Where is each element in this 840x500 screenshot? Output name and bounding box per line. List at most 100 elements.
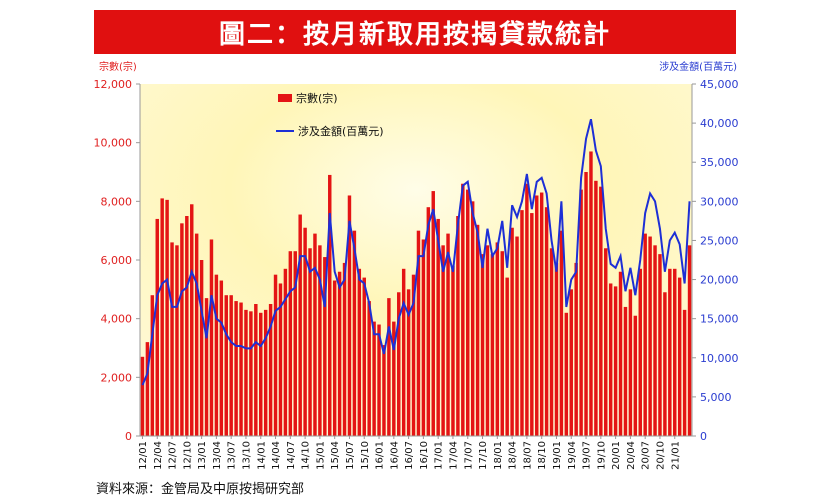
bar	[239, 302, 243, 436]
x-tick-label: 20/07	[641, 441, 652, 470]
bar	[249, 311, 253, 436]
bar	[426, 207, 431, 436]
x-tick-label: 20/10	[655, 441, 666, 470]
bar	[599, 186, 603, 436]
bar	[608, 283, 613, 436]
bar	[377, 324, 381, 436]
x-tick-label: 15/10	[360, 441, 371, 470]
bar	[140, 356, 145, 436]
bar	[185, 216, 189, 436]
x-tick-label: 12/10	[182, 441, 193, 470]
right-tick-label: 20,000	[700, 274, 739, 287]
right-axis-unit: 涉及金額(百萬元)	[659, 60, 737, 73]
left-tick-label: 8,000	[101, 195, 133, 208]
bar	[288, 251, 293, 436]
x-tick-label: 18/01	[493, 441, 504, 470]
x-tick-label: 12/04	[153, 441, 164, 470]
x-tick-label: 16/07	[404, 441, 415, 470]
bar	[648, 236, 652, 436]
bar	[332, 280, 337, 436]
x-tick-label: 16/01	[375, 441, 386, 470]
x-tick-label: 15/01	[315, 441, 326, 470]
source-note: 資料來源：金管局及中原按揭研究部	[96, 482, 305, 497]
bar	[421, 239, 426, 436]
right-tick-label: 0	[700, 430, 707, 443]
x-tick-label: 13/01	[197, 441, 208, 470]
bar	[323, 257, 327, 436]
bar	[273, 274, 278, 436]
bar	[515, 236, 519, 436]
bar	[668, 268, 672, 436]
bar	[165, 199, 169, 436]
bar	[574, 262, 578, 436]
bar	[618, 271, 623, 436]
bar	[362, 277, 366, 436]
x-tick-label: 17/01	[434, 441, 445, 470]
bar	[416, 230, 421, 436]
bar	[263, 309, 268, 436]
left-tick-label: 6,000	[101, 254, 133, 267]
x-tick-label: 16/04	[389, 441, 400, 470]
bar	[254, 304, 258, 436]
bar	[673, 268, 677, 436]
bar	[411, 274, 416, 436]
chart-title: 圖二：按月新取用按揭貸款統計	[218, 19, 611, 50]
bar	[283, 268, 288, 436]
bar	[234, 301, 238, 436]
bar	[510, 227, 514, 436]
x-tick-label: 12/07	[168, 441, 179, 470]
left-tick-label: 2,000	[101, 371, 133, 384]
bar	[155, 218, 159, 436]
bar	[209, 239, 214, 436]
x-tick-label: 14/07	[286, 441, 297, 470]
bar	[500, 251, 504, 436]
x-tick-label: 13/07	[227, 441, 238, 470]
bar	[229, 295, 233, 436]
bar	[382, 345, 386, 436]
x-tick-label: 20/01	[611, 441, 622, 470]
x-tick-label: 15/04	[330, 441, 341, 470]
bar	[663, 292, 667, 436]
chart-title-bar: 圖二：按月新取用按揭貸款統計	[94, 10, 736, 54]
right-tick-label: 10,000	[700, 352, 739, 365]
bar	[539, 192, 544, 436]
x-tick-label: 16/10	[419, 441, 430, 470]
bar	[347, 195, 352, 436]
x-tick-label: 17/04	[448, 441, 459, 470]
x-tick-label: 19/10	[596, 441, 607, 470]
left-tick-label: 12,000	[94, 78, 133, 91]
bar	[446, 233, 450, 436]
x-tick-label: 21/01	[670, 441, 681, 470]
bar	[337, 271, 342, 436]
bar	[190, 204, 194, 436]
bar	[687, 245, 692, 436]
series-line	[141, 118, 691, 386]
left-tick-label: 0	[125, 430, 132, 443]
bar	[623, 306, 628, 436]
bar	[544, 207, 549, 436]
bar	[145, 342, 150, 436]
bar	[633, 315, 638, 436]
bar	[554, 262, 559, 436]
bar	[160, 198, 164, 436]
bar	[658, 254, 662, 436]
right-tick-label: 25,000	[700, 234, 739, 247]
left-axis-unit: 宗數(宗)	[99, 60, 137, 73]
bar	[372, 321, 376, 436]
bar	[456, 216, 460, 436]
right-tick-label: 30,000	[700, 195, 739, 208]
bar	[180, 223, 184, 436]
bar	[431, 191, 435, 436]
bar	[397, 292, 401, 436]
bar	[259, 312, 263, 436]
bar	[475, 224, 480, 436]
right-tick-label: 45,000	[700, 78, 739, 91]
left-tick-label: 4,000	[101, 313, 133, 326]
bar	[564, 312, 569, 436]
right-tick-label: 35,000	[700, 156, 739, 169]
bar	[401, 268, 406, 436]
bar	[219, 280, 224, 436]
bar	[594, 180, 598, 436]
bar	[436, 218, 440, 436]
bar	[170, 242, 174, 436]
